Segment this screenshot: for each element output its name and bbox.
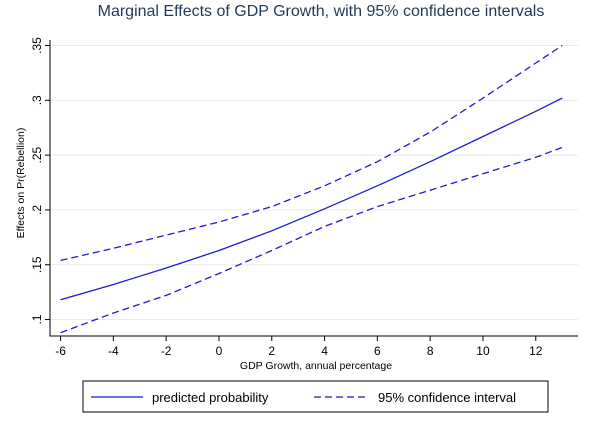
plot-background — [50, 40, 578, 336]
y-tick-label: .35 — [30, 37, 44, 54]
y-tick-label: .2 — [30, 205, 44, 215]
y-tick-label: .25 — [30, 146, 44, 163]
x-tick-label: 10 — [476, 344, 490, 358]
x-tick-label: 4 — [321, 344, 328, 358]
x-tick-label: 12 — [529, 344, 543, 358]
y-tick-label: .3 — [30, 95, 44, 105]
y-tick-label: .1 — [30, 314, 44, 324]
legend-label-confidence-interval: 95% confidence interval — [378, 390, 516, 405]
legend: predicted probability 95% confidence int… — [82, 380, 549, 413]
x-tick-label: 0 — [216, 344, 223, 358]
legend-label-predicted-probability: predicted probability — [152, 390, 269, 405]
x-tick-label: -4 — [108, 344, 119, 358]
chart-title: Marginal Effects of GDP Growth, with 95%… — [98, 3, 545, 20]
x-tick-label: 2 — [268, 344, 275, 358]
x-tick-label: 8 — [427, 344, 434, 358]
x-tick-label: 6 — [374, 344, 381, 358]
series-line-ci-lower — [60, 146, 563, 334]
x-tick-label: -2 — [161, 344, 172, 358]
y-tick-label: .15 — [30, 256, 44, 273]
x-axis-title: GDP Growth, annual percentage — [240, 360, 392, 372]
y-axis-title: Effects on Pr(Rebellion) — [15, 128, 27, 239]
x-tick-label: -6 — [55, 344, 66, 358]
series-line-predicted-probability — [60, 97, 563, 301]
series-line-ci-upper — [60, 44, 563, 262]
plot-area: .1 .15 .2 .25 .3 .35 -6 -4 -2 0 2 4 6 8 10 12 — [30, 37, 578, 358]
